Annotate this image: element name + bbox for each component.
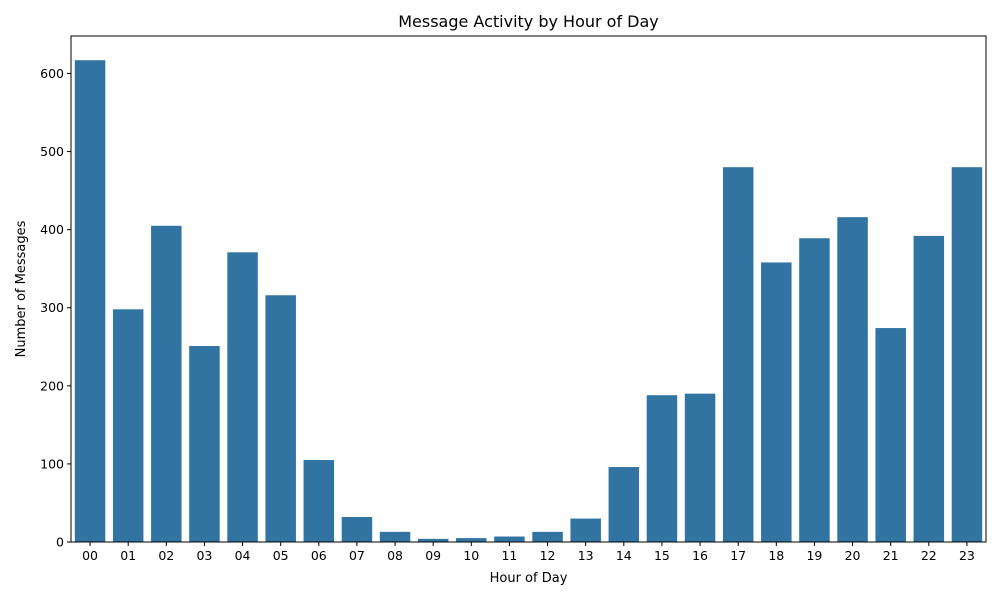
y-tick-label: 400 bbox=[40, 222, 64, 237]
bar-04 bbox=[227, 252, 258, 543]
x-tick-label: 08 bbox=[387, 548, 403, 563]
bar-20 bbox=[837, 217, 868, 542]
x-tick-label: 15 bbox=[654, 548, 670, 563]
plot-frame bbox=[70, 35, 987, 543]
x-axis-label: Hour of Day bbox=[490, 571, 568, 586]
y-tick-label: 500 bbox=[40, 144, 64, 159]
bar-05 bbox=[265, 295, 296, 542]
x-tick-label: 12 bbox=[540, 548, 556, 563]
bars-layer bbox=[74, 60, 983, 543]
x-tick-label: 03 bbox=[196, 548, 212, 563]
bar-03 bbox=[189, 346, 220, 542]
bar-13 bbox=[570, 518, 601, 542]
ticks-layer: 00 01 02 03 04 05 06 07 08 09 10 11 12 13 14 15 16 17 18 19… bbox=[40, 66, 975, 563]
chart-title: Message Activity by Hour of Day bbox=[398, 12, 659, 31]
x-tick-label: 05 bbox=[273, 548, 289, 563]
bar-18 bbox=[761, 262, 792, 542]
x-tick-label: 07 bbox=[349, 548, 365, 563]
x-tick-label: 18 bbox=[768, 548, 784, 563]
bar-14 bbox=[608, 467, 640, 542]
x-tick-label: 00 bbox=[82, 548, 98, 563]
y-axis-label: Number of Messages bbox=[14, 220, 29, 357]
x-tick-label: 20 bbox=[845, 548, 861, 563]
x-tick-label: 16 bbox=[692, 548, 708, 563]
bar-15 bbox=[646, 395, 678, 542]
x-tick-label: 11 bbox=[501, 548, 517, 563]
bar-01 bbox=[112, 309, 144, 542]
x-tick-label: 10 bbox=[463, 548, 479, 563]
bar-02 bbox=[151, 225, 182, 542]
bar-16 bbox=[684, 393, 716, 542]
x-tick-label: 21 bbox=[883, 548, 899, 563]
x-tick-label: 06 bbox=[311, 548, 327, 563]
bar-19 bbox=[799, 238, 830, 543]
bar-21 bbox=[875, 328, 906, 542]
y-tick-label: 200 bbox=[40, 378, 64, 393]
bar-22 bbox=[913, 235, 945, 542]
y-tick-label: 0 bbox=[56, 535, 64, 550]
y-tick-label: 600 bbox=[40, 66, 64, 81]
axes-layer bbox=[70, 35, 987, 543]
x-tick-label: 19 bbox=[806, 548, 822, 563]
y-tick-label: 100 bbox=[40, 456, 64, 471]
bar-12 bbox=[532, 531, 563, 542]
bar-17 bbox=[722, 167, 754, 542]
x-tick-label: 23 bbox=[959, 548, 975, 563]
bar-00 bbox=[74, 60, 106, 543]
x-tick-label: 02 bbox=[158, 548, 174, 563]
bar-11 bbox=[494, 536, 525, 542]
x-tick-label: 13 bbox=[578, 548, 594, 563]
x-tick-label: 09 bbox=[425, 548, 441, 563]
bar-07 bbox=[341, 517, 373, 542]
bar-08 bbox=[379, 531, 411, 542]
x-tick-label: 04 bbox=[235, 548, 251, 563]
bar-10 bbox=[456, 538, 487, 542]
x-tick-label: 14 bbox=[616, 548, 632, 563]
y-tick-label: 300 bbox=[40, 300, 64, 315]
x-tick-label: 22 bbox=[921, 548, 937, 563]
bar-06 bbox=[303, 460, 335, 542]
bar-23 bbox=[951, 167, 983, 542]
x-tick-label: 17 bbox=[730, 548, 746, 563]
bar-09 bbox=[417, 538, 449, 542]
x-tick-label: 01 bbox=[120, 548, 136, 563]
